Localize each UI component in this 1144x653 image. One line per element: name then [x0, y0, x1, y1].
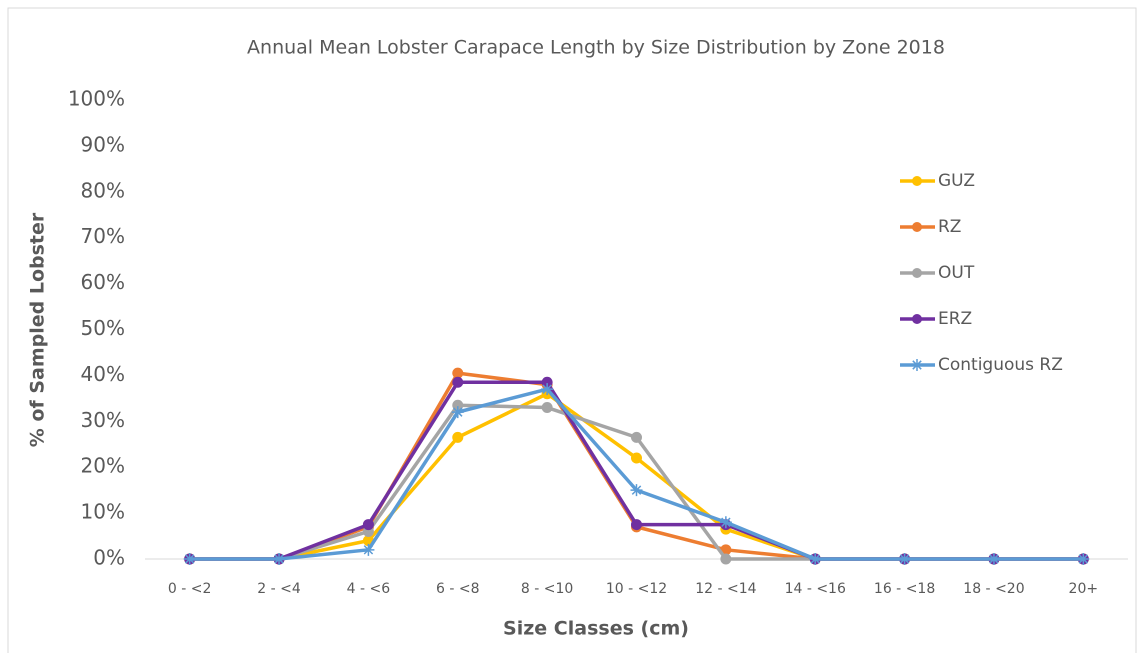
legend-label: GUZ — [938, 171, 975, 191]
x-tick-label: 2 - <4 — [257, 581, 301, 597]
marker — [541, 383, 554, 396]
legend-marker — [911, 359, 923, 371]
x-tick-label: 14 - <16 — [785, 581, 846, 597]
y-tick-label: 30% — [81, 408, 125, 432]
x-tick-label: 16 - <18 — [874, 581, 935, 597]
marker — [630, 484, 643, 497]
legend-label: OUT — [938, 263, 975, 283]
marker — [898, 553, 911, 565]
x-tick-label: 10 - <12 — [606, 581, 667, 597]
y-tick-label: 90% — [81, 132, 125, 156]
x-tick-label: 18 - <20 — [963, 581, 1024, 597]
marker — [362, 543, 375, 556]
y-tick-label: 70% — [81, 224, 125, 248]
marker — [451, 406, 464, 419]
marker — [631, 431, 642, 443]
marker — [631, 452, 642, 464]
marker — [720, 553, 732, 565]
x-tick-label: 6 - <8 — [436, 581, 480, 597]
y-tick-label: 20% — [81, 454, 125, 478]
y-tick-label: 60% — [81, 270, 125, 294]
x-tick-label: 8 - <10 — [521, 581, 573, 597]
legend-marker — [912, 314, 922, 324]
x-tick-label: 12 - <14 — [695, 581, 756, 597]
y-tick-label: 80% — [81, 178, 125, 202]
marker — [719, 516, 732, 529]
marker — [809, 553, 822, 565]
chart-title: Annual Mean Lobster Carapace Length by S… — [247, 37, 945, 59]
legend-marker — [912, 222, 922, 232]
marker — [452, 376, 464, 388]
y-tick-label: 100% — [68, 87, 125, 111]
y-axis-title: % of Sampled Lobster — [27, 212, 49, 447]
marker — [1077, 553, 1090, 565]
marker — [183, 553, 196, 565]
legend-marker — [912, 176, 922, 186]
y-tick-label: 40% — [81, 362, 125, 386]
x-axis-title: Size Classes (cm) — [503, 618, 689, 640]
x-tick-label: 20+ — [1069, 581, 1099, 597]
marker — [987, 553, 1000, 565]
x-tick-label: 4 - <6 — [347, 581, 391, 597]
marker — [362, 519, 374, 531]
y-tick-label: 10% — [81, 500, 125, 524]
chart-border — [7, 7, 1137, 653]
y-tick-label: 50% — [81, 316, 125, 340]
y-tick-label: 0% — [93, 546, 125, 570]
marker — [631, 519, 642, 531]
marker — [452, 367, 464, 379]
legend-label: Contiguous RZ — [938, 355, 1063, 375]
marker — [452, 431, 464, 443]
legend-label: ERZ — [938, 309, 972, 329]
marker — [273, 553, 286, 565]
marker — [541, 402, 553, 414]
legend-marker — [912, 268, 922, 278]
legend-label: RZ — [938, 217, 961, 237]
x-tick-label: 0 - <2 — [168, 581, 212, 597]
